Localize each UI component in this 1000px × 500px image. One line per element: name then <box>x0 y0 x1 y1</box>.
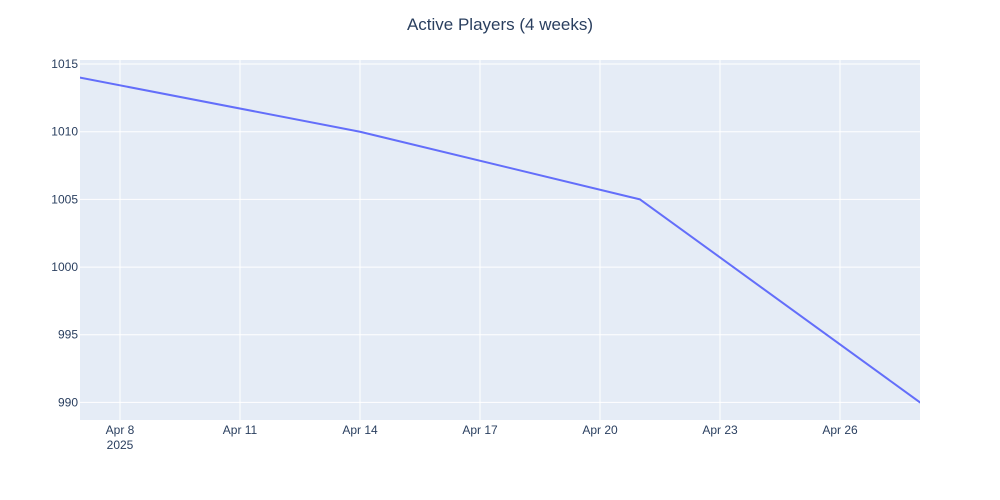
series-line-0 <box>80 76 920 404</box>
plot-area <box>80 60 920 420</box>
y-axis-tick-labels: 990 995 1000 1005 1010 1015 <box>51 57 78 409</box>
y-tick-label: 1015 <box>51 57 78 71</box>
x-tick-label: Apr 17 <box>462 423 498 437</box>
y-gridlines <box>80 63 920 403</box>
y-tick-label: 990 <box>58 395 78 409</box>
x-tick-label: Apr 20 <box>582 423 618 437</box>
series-layer <box>80 76 920 404</box>
x-tick-label: Apr 11 <box>223 423 258 437</box>
y-tick-label: 1005 <box>51 192 78 206</box>
x-tick-label: Apr 23 <box>702 423 738 437</box>
y-tick-label: 995 <box>58 328 78 342</box>
x-tick-label: Apr 14 <box>342 423 378 437</box>
y-tick-label: 1000 <box>51 260 78 274</box>
x-tick-label: Apr 8 <box>106 423 135 437</box>
chart-title: Active Players (4 weeks) <box>407 15 593 34</box>
x-tick-sublabel: 2025 <box>107 438 134 452</box>
x-tick-label: Apr 26 <box>822 423 858 437</box>
x-gridlines <box>119 60 841 420</box>
y-tick-label: 1010 <box>51 125 78 139</box>
